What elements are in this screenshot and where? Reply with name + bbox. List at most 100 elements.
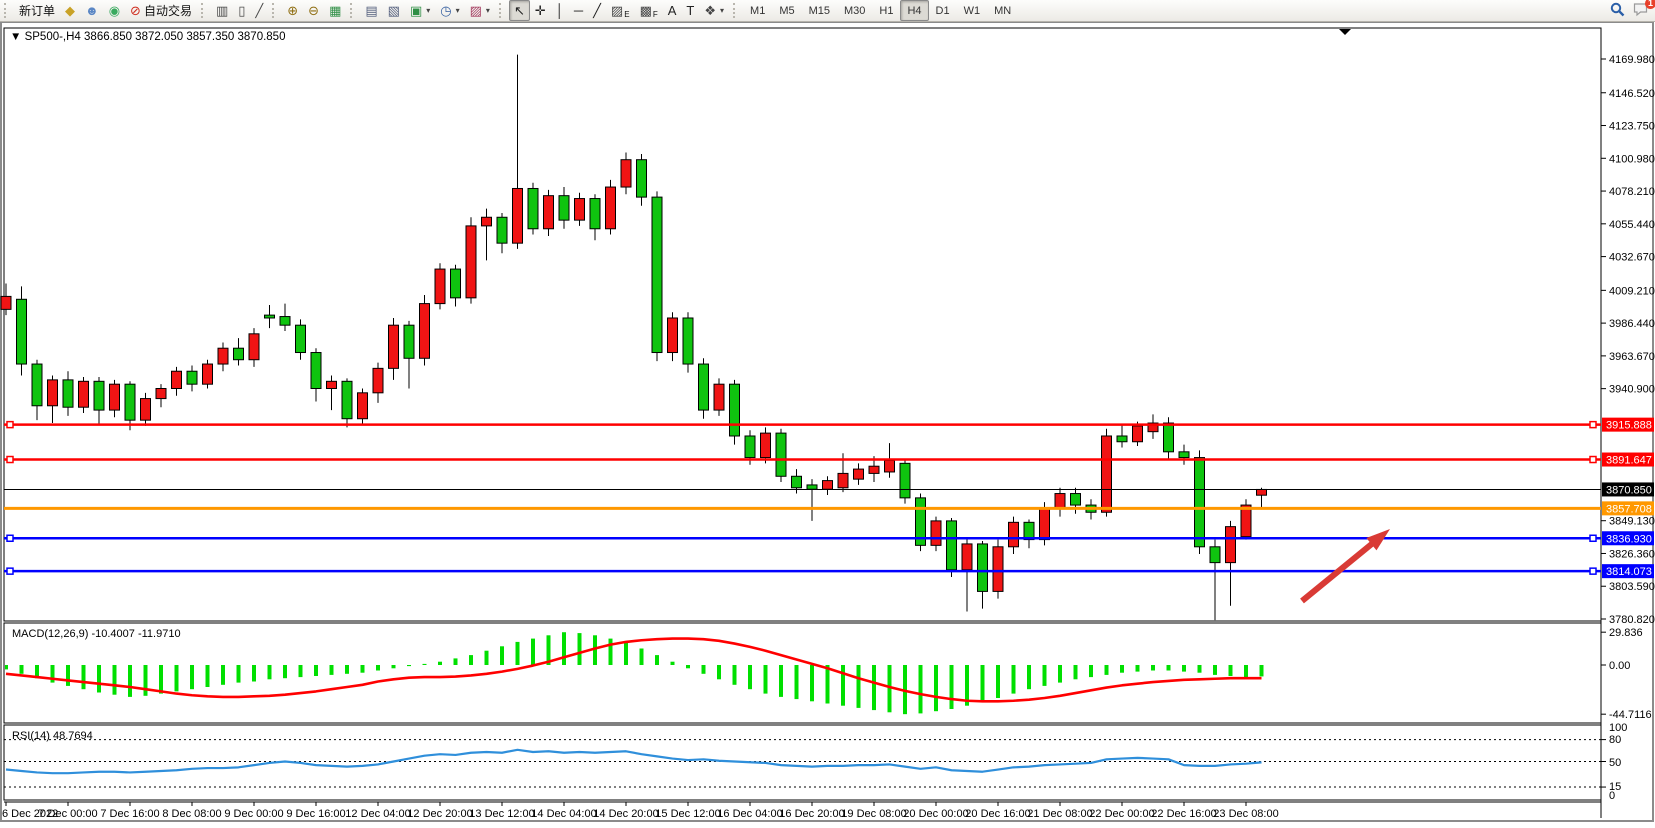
period-clock-button[interactable]: ◷ ▾ <box>435 0 464 21</box>
zoom-in-icon[interactable]: ⊕ <box>282 0 303 21</box>
cascade-charts-icon[interactable]: ▧ <box>383 0 405 21</box>
cursor-tool-icon[interactable]: ↖ <box>508 0 530 21</box>
support-line-1-handle[interactable] <box>1589 534 1597 543</box>
rsi-tick-label: 50 <box>1609 757 1621 769</box>
candlestick-chart-icon[interactable]: ▯ <box>233 0 250 21</box>
timeframe-mn[interactable]: MN <box>994 4 1012 17</box>
candle <box>1147 422 1159 433</box>
candle <box>1225 526 1236 564</box>
timeframe-m30[interactable]: M30 <box>844 4 866 17</box>
rsi-tick-label: 0 <box>1609 790 1615 802</box>
resistance-line-1-handle[interactable] <box>6 420 14 429</box>
fibonacci-tool-icon[interactable]: ▩ F <box>639 3 658 19</box>
dropdown-caret-icon[interactable]: ▾ <box>455 6 460 15</box>
dropdown-caret-icon[interactable]: ▾ <box>485 6 490 15</box>
tile-windows-icon[interactable]: ▦ <box>324 0 346 21</box>
signals-icon[interactable]: ◆ <box>60 0 80 21</box>
main-pane[interactable] <box>3 27 1602 622</box>
rsi-pane[interactable] <box>3 724 1602 801</box>
chat-icon[interactable]: 1 <box>1633 0 1655 20</box>
time-label: 19 Dec 08:00 <box>841 808 906 820</box>
search-icon[interactable] <box>1610 2 1625 20</box>
annotation-arrow-head[interactable] <box>1366 529 1390 551</box>
channel-tool-icon[interactable]: ▨ E <box>610 3 630 19</box>
macd-histogram-bar <box>918 665 923 714</box>
price-tick-label: 4123.750 <box>1609 121 1655 133</box>
timeframe-h4[interactable]: H4 <box>900 0 929 21</box>
new-order-button[interactable]: 新订单 <box>14 0 60 21</box>
cascade-charts-icon: ▧ <box>387 3 400 18</box>
indicators-button[interactable]: ▨ ▾ <box>465 0 495 21</box>
timeframe-m5[interactable]: M5 <box>779 4 795 17</box>
new-chart-button[interactable]: ▣ ▾ <box>405 0 435 21</box>
chart-canvas[interactable]: ▼ SP500-,H4 3866.850 3872.050 3857.350 3… <box>0 21 1655 823</box>
candle <box>109 383 120 411</box>
timeframe-m15[interactable]: M15 <box>808 4 831 17</box>
macd-histogram-bar <box>686 665 690 669</box>
price-tick-label: 3986.440 <box>1609 318 1655 330</box>
crosshair-tool-icon[interactable]: ✛ <box>530 0 551 21</box>
rsi-line <box>5 748 1262 775</box>
timeframe-m1[interactable]: M1 <box>750 4 766 17</box>
arrange-charts-icon[interactable]: ▤ <box>360 0 382 21</box>
macd-histogram-bar <box>143 665 148 696</box>
community-icon[interactable]: ☻ <box>80 0 104 21</box>
time-label: 21 Dec 08:00 <box>1027 808 1092 820</box>
macd-histogram-bar <box>1058 665 1062 683</box>
support-line-2-handle[interactable] <box>1589 567 1597 575</box>
candle <box>806 484 818 490</box>
auto-trading-button[interactable]: ⊘ 自动交易 <box>125 0 197 21</box>
candle <box>868 465 880 474</box>
price-badge <box>1602 452 1654 467</box>
macd-pane[interactable] <box>3 622 1602 724</box>
auto-trading-button: ⊘ <box>130 3 141 18</box>
chart-window[interactable]: ▼ SP500-,H4 3866.850 3872.050 3857.350 3… <box>0 21 1655 823</box>
line-chart-icon[interactable]: ╱ <box>250 0 268 21</box>
macd-tick-label: 0.00 <box>1609 660 1630 672</box>
macd-label: MACD(12,26,9) -10.4007 -11.9710 <box>12 628 181 640</box>
candle <box>946 520 957 571</box>
indicators-button: ▨ <box>469 3 482 18</box>
support-line-1-handle[interactable] <box>6 534 14 543</box>
dropdown-caret-icon[interactable]: ▾ <box>720 6 725 15</box>
zoom-out-icon[interactable]: ⊖ <box>303 0 324 21</box>
macd-histogram-bar <box>174 665 179 692</box>
timeframe-h1[interactable]: H1 <box>879 4 894 17</box>
macd-histogram-bar <box>763 665 768 694</box>
resistance-line-2-handle[interactable] <box>1589 455 1597 464</box>
label-tool-icon[interactable]: T <box>681 0 699 21</box>
timeframe-d1[interactable]: D1 <box>935 4 950 17</box>
timeframe-w1[interactable]: W1 <box>963 4 981 17</box>
candle <box>667 317 678 354</box>
shapes-tool-icon[interactable]: ❖ ▾ <box>699 0 729 21</box>
candle <box>310 352 322 390</box>
chart-title-ohlc: ▼ SP500-,H4 3866.850 3872.050 3857.350 3… <box>10 31 285 43</box>
bar-chart-icon[interactable]: ▥ <box>211 0 233 21</box>
macd-histogram-bar <box>267 665 272 680</box>
zoom-in-icon: ⊕ <box>287 3 299 18</box>
dropdown-caret-icon[interactable]: ▾ <box>426 6 431 15</box>
candle <box>791 475 802 489</box>
time-label: 7 Dec 16:00 <box>100 808 159 820</box>
community-icon: ☻ <box>85 3 99 18</box>
candle <box>388 324 399 369</box>
horizontal-line-tool-icon[interactable]: ─ <box>569 0 588 21</box>
text-tool-icon[interactable]: A <box>663 0 682 21</box>
macd-histogram-bar <box>19 665 24 674</box>
candle <box>620 159 632 188</box>
trendline-tool-icon[interactable]: ╱ <box>588 0 606 21</box>
annotation-arrow[interactable] <box>1300 538 1378 604</box>
resistance-line-1-handle[interactable] <box>1589 420 1597 429</box>
support-line-2-handle[interactable] <box>6 567 14 575</box>
zoom-out-icon: ⊖ <box>308 3 320 18</box>
resistance-line-2-handle[interactable] <box>6 455 14 464</box>
toolbar-separator <box>350 3 357 18</box>
macd-histogram-bar <box>1135 665 1140 672</box>
time-label: 6 Dec 2022 <box>2 808 58 820</box>
vertical-line-tool-icon[interactable]: │ <box>551 0 569 21</box>
market-radar-icon[interactable]: ◉ <box>104 0 125 21</box>
candle <box>264 314 275 319</box>
macd-histogram-bar <box>887 665 892 713</box>
macd-histogram-bar <box>996 665 1000 698</box>
price-tick-label: 4055.440 <box>1609 219 1655 231</box>
